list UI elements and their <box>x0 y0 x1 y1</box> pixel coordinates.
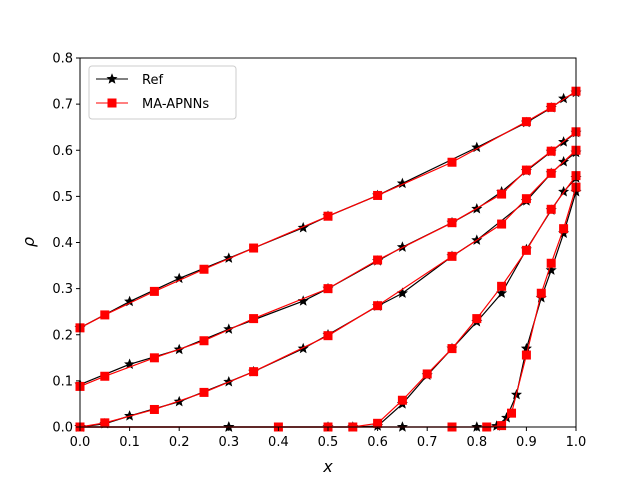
data-point-ma-apnns <box>249 367 259 377</box>
data-point-ma-apnns <box>546 204 556 214</box>
legend-star-icon <box>106 73 118 84</box>
x-tick-label: 0.2 <box>169 435 190 450</box>
x-tick-label: 0.1 <box>119 435 140 450</box>
data-point-ma-apnns <box>373 418 383 428</box>
y-tick-label: 0.1 <box>52 374 73 389</box>
x-tick-label: 0.7 <box>417 435 438 450</box>
data-point-ma-apnns <box>323 211 333 221</box>
data-point-ma-apnns <box>521 165 531 175</box>
data-point-ma-apnns <box>373 255 383 265</box>
data-point-ma-apnns <box>249 243 259 253</box>
legend-square-icon <box>107 98 117 108</box>
data-point-ref <box>558 185 570 197</box>
data-point-ma-apnns <box>472 314 482 324</box>
legend-label-ma-apnns: MA-APNNs <box>142 97 209 112</box>
data-point-ma-apnns <box>422 369 432 379</box>
data-point-ma-apnns <box>447 251 457 261</box>
data-point-ma-apnns <box>323 284 333 294</box>
data-point-ma-apnns <box>546 168 556 178</box>
x-tick-label: 0.0 <box>70 435 91 450</box>
data-point-ref <box>124 410 136 421</box>
x-tick-label: 0.6 <box>367 435 388 450</box>
data-point-ma-apnns <box>497 219 507 229</box>
data-point-ma-apnns <box>447 344 457 354</box>
data-point-ma-apnns <box>497 281 507 291</box>
series-line-ma-apnns <box>79 131 577 387</box>
data-point-ma-apnns <box>149 404 159 414</box>
x-tick-label: 0.8 <box>466 435 487 450</box>
data-point-ma-apnns <box>100 371 110 381</box>
data-point-ref <box>396 177 408 189</box>
x-tick-label: 0.3 <box>218 435 239 450</box>
data-point-ma-apnns <box>521 245 531 255</box>
tick-layer: 0.0 0.1 0.2 0.3 0.4 0.5 0.6 0.7 0.8 0.9 1.0 0.0 0.1 0… <box>52 52 586 451</box>
data-point-ma-apnns <box>199 264 209 274</box>
x-tick-label: 0.5 <box>318 435 339 450</box>
y-tick-label: 0.7 <box>52 98 73 113</box>
data-point-ma-apnns <box>100 310 110 320</box>
data-point-ma-apnns <box>323 331 333 341</box>
data-point-ma-apnns <box>149 286 159 296</box>
data-point-ma-apnns <box>546 146 556 156</box>
data-point-ma-apnns <box>249 314 259 324</box>
y-tick-label: 0.4 <box>52 236 73 251</box>
data-point-ma-apnns <box>199 387 209 397</box>
data-point-ma-apnns <box>447 218 457 228</box>
data-point-ma-apnns <box>507 408 517 418</box>
y-axis-label: ρ <box>19 237 38 247</box>
x-tick-label: 0.4 <box>268 435 289 450</box>
data-point-ma-apnns <box>546 102 556 112</box>
data-point-ma-apnns <box>559 224 569 234</box>
data-point-ma-apnns <box>373 301 383 311</box>
data-point-ma-apnns <box>521 117 531 127</box>
data-point-ma-apnns <box>497 189 507 199</box>
data-point-ma-apnns <box>536 288 546 298</box>
data-point-ma-apnns <box>497 421 507 431</box>
data-point-ma-apnns <box>397 395 407 405</box>
y-tick-label: 0.2 <box>52 328 73 343</box>
y-tick-label: 0.0 <box>52 421 73 436</box>
data-point-ma-apnns <box>521 194 531 204</box>
data-point-ref <box>223 375 235 387</box>
legend: Ref MA-APNNs <box>88 65 237 120</box>
y-tick-label: 0.8 <box>52 52 73 67</box>
data-point-ma-apnns <box>199 336 209 346</box>
data-point-ma-apnns <box>100 418 110 428</box>
data-point-ma-apnns <box>149 353 159 363</box>
data-point-ma-apnns <box>546 258 556 268</box>
data-point-ref <box>471 141 483 153</box>
x-axis-label: x <box>322 457 333 476</box>
data-point-ma-apnns <box>373 190 383 200</box>
x-tick-label: 0.9 <box>516 435 537 450</box>
series-line-ref <box>79 132 577 386</box>
y-tick-label: 0.6 <box>52 144 73 159</box>
y-tick-label: 0.3 <box>52 282 73 297</box>
x-tick-label: 1.0 <box>566 435 587 450</box>
series-layer <box>74 86 582 432</box>
data-point-ma-apnns <box>447 157 457 167</box>
y-tick-label: 0.5 <box>52 190 73 205</box>
data-point-ma-apnns <box>521 350 531 360</box>
legend-label-ref: Ref <box>142 73 163 88</box>
data-point-ref <box>545 264 557 275</box>
